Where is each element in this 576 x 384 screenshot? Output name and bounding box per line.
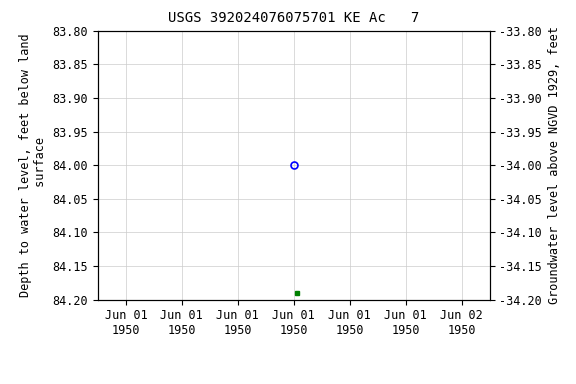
Y-axis label: Depth to water level, feet below land
 surface: Depth to water level, feet below land su… [19, 33, 47, 297]
Title: USGS 392024076075701 KE Ac   7: USGS 392024076075701 KE Ac 7 [168, 12, 419, 25]
Y-axis label: Groundwater level above NGVD 1929, feet: Groundwater level above NGVD 1929, feet [548, 26, 560, 304]
